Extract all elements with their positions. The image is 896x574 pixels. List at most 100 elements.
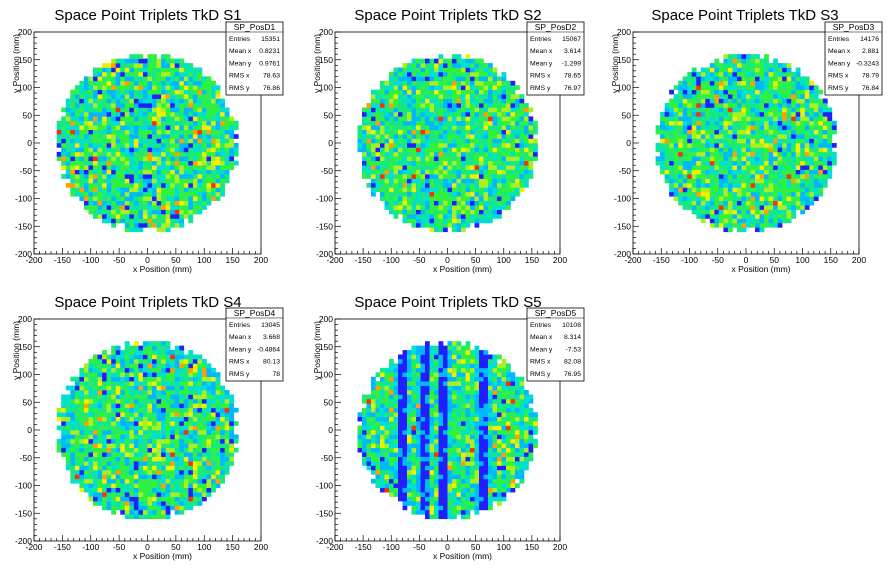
heatmap-cell bbox=[492, 165, 498, 170]
heatmap-cell bbox=[188, 182, 194, 188]
heatmap-cell bbox=[736, 129, 742, 135]
heatmap-cell bbox=[179, 129, 185, 135]
heatmap-cell bbox=[129, 367, 135, 373]
heatmap-cell bbox=[804, 138, 810, 144]
heatmap-cell bbox=[188, 218, 194, 224]
heatmap-cell bbox=[732, 54, 738, 59]
heatmap-cell bbox=[183, 182, 189, 188]
heatmap-cell bbox=[147, 129, 153, 135]
heatmap-cell bbox=[506, 187, 511, 193]
heatmap-cell bbox=[61, 107, 67, 113]
heatmap-cell bbox=[124, 182, 130, 188]
heatmap-cell bbox=[723, 67, 729, 73]
heatmap-cell bbox=[152, 390, 157, 395]
heatmap-cell bbox=[142, 434, 148, 440]
heatmap-cell bbox=[115, 474, 121, 480]
heatmap-cell bbox=[795, 80, 801, 86]
heatmap-cell bbox=[375, 143, 381, 148]
heatmap-cell bbox=[447, 85, 453, 91]
heatmap-cell bbox=[528, 147, 534, 153]
heatmap-cell bbox=[755, 160, 760, 166]
heatmap-cell bbox=[124, 147, 130, 153]
heatmap-cell bbox=[389, 134, 394, 139]
heatmap-cell bbox=[174, 483, 180, 489]
heatmap-cell bbox=[456, 182, 462, 188]
heatmap-cell bbox=[696, 178, 702, 184]
heatmap-cell bbox=[759, 205, 765, 210]
heatmap-cell bbox=[156, 160, 162, 166]
heatmap-cell bbox=[201, 134, 207, 139]
heatmap-cell bbox=[170, 421, 176, 426]
heatmap-cell bbox=[106, 134, 112, 139]
heatmap-cell bbox=[497, 165, 502, 170]
heatmap-cell bbox=[700, 205, 706, 210]
heatmap-cell bbox=[93, 376, 98, 382]
heatmap-cell bbox=[434, 143, 439, 148]
heatmap-cell bbox=[827, 160, 833, 166]
heatmap-cell bbox=[510, 165, 516, 170]
heatmap-cell bbox=[718, 160, 724, 166]
heatmap-cell bbox=[106, 465, 112, 471]
heatmap-cell bbox=[142, 89, 148, 95]
heatmap-cell bbox=[129, 474, 135, 480]
heatmap-cell bbox=[773, 222, 778, 228]
heatmap-cell bbox=[74, 169, 80, 175]
heatmap-cell bbox=[142, 214, 148, 219]
heatmap-cell bbox=[741, 205, 747, 210]
heatmap-cell bbox=[165, 80, 171, 86]
heatmap-cell bbox=[398, 151, 403, 157]
heatmap-cell bbox=[156, 156, 162, 162]
heatmap-cell bbox=[229, 120, 235, 126]
heatmap-cell bbox=[170, 71, 176, 77]
heatmap-cell bbox=[170, 350, 176, 355]
heatmap-cell bbox=[461, 143, 466, 148]
heatmap-cell bbox=[161, 98, 166, 104]
heatmap-cell bbox=[215, 120, 221, 126]
heatmap-cell bbox=[456, 200, 462, 206]
heatmap-cell bbox=[61, 134, 67, 139]
heatmap-cell bbox=[795, 169, 801, 175]
heatmap-cell bbox=[474, 67, 480, 73]
heatmap-cell bbox=[161, 120, 166, 126]
heatmap-cell bbox=[447, 165, 453, 170]
heatmap-cell bbox=[70, 151, 76, 157]
heatmap-cell bbox=[402, 143, 408, 148]
heatmap-cell bbox=[124, 76, 130, 82]
heatmap-cell bbox=[755, 120, 760, 126]
heatmap-cell bbox=[456, 116, 462, 122]
heatmap-cell bbox=[741, 116, 747, 122]
heatmap-cell bbox=[691, 98, 697, 104]
heatmap-cell bbox=[718, 187, 724, 193]
heatmap-cell bbox=[165, 496, 171, 502]
heatmap-cell bbox=[434, 160, 439, 166]
heatmap-cell bbox=[115, 138, 121, 144]
heatmap-cell bbox=[102, 469, 107, 475]
heatmap-cell bbox=[420, 182, 426, 188]
heatmap-cell bbox=[215, 111, 221, 117]
heatmap-cell bbox=[416, 76, 421, 82]
heatmap-cell bbox=[416, 165, 421, 170]
heatmap-cell bbox=[79, 120, 85, 126]
heatmap-cell bbox=[510, 160, 516, 166]
heatmap-cell bbox=[759, 116, 765, 122]
heatmap-cell bbox=[138, 381, 144, 386]
heatmap-cell bbox=[709, 209, 715, 215]
heatmap-cell bbox=[65, 403, 71, 409]
heatmap-cell bbox=[741, 187, 747, 193]
heatmap-cell bbox=[443, 120, 448, 126]
heatmap-cell bbox=[402, 209, 408, 215]
heatmap-cell bbox=[133, 209, 139, 215]
heatmap-cell bbox=[483, 80, 489, 86]
heatmap-cell bbox=[434, 71, 439, 77]
heatmap-cell bbox=[174, 214, 180, 219]
heatmap-cell bbox=[174, 456, 180, 462]
heatmap-cell bbox=[93, 385, 98, 391]
heatmap-cell bbox=[201, 116, 207, 122]
x-tick-label: 50 bbox=[770, 255, 780, 265]
heatmap-cell bbox=[714, 214, 720, 219]
heatmap-cell bbox=[93, 98, 98, 104]
heatmap-cell bbox=[197, 182, 203, 188]
heatmap-cell bbox=[111, 103, 117, 108]
heatmap-cell bbox=[111, 345, 117, 351]
heatmap-cell bbox=[233, 151, 239, 157]
